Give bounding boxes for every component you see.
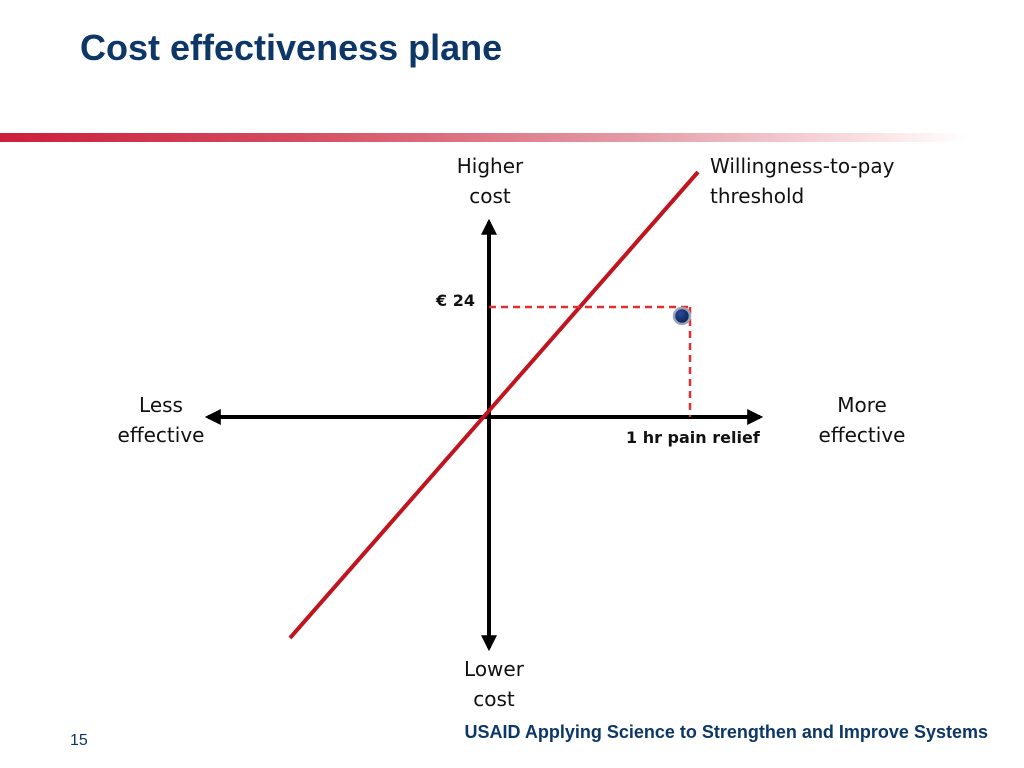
threshold-label-line-1: Willingness-to-pay <box>710 154 895 178</box>
y-axis-top-line-2: cost <box>469 184 511 208</box>
y-axis-bottom-label: Lower cost <box>444 654 544 714</box>
threshold-line <box>288 170 700 640</box>
intervention-point <box>672 306 692 326</box>
cost-marker-label: € 24 <box>436 291 475 310</box>
effect-marker-label: 1 hr pain relief <box>626 428 760 447</box>
threshold-label: Willingness-to-pay threshold <box>710 151 894 211</box>
title-divider <box>0 133 968 142</box>
x-axis-left-line-2: effective <box>117 423 205 447</box>
x-axis-left-label: Less effective <box>106 390 216 450</box>
x-axis-left-line-1: Less <box>139 393 183 417</box>
y-axis-top-label: Higher cost <box>440 151 540 211</box>
page-title: Cost effectiveness plane <box>80 27 503 68</box>
threshold-label-line-2: threshold <box>710 184 805 208</box>
x-axis-right-line-2: effective <box>818 423 906 447</box>
y-axis-bottom-line-1: Lower <box>464 657 524 681</box>
footer-text: USAID Applying Science to Strengthen and… <box>464 722 988 742</box>
page-number: 15 <box>70 732 88 749</box>
x-axis-right-line-1: More <box>837 393 887 417</box>
y-axis-top-line-1: Higher <box>456 154 524 178</box>
x-axis-right-label: More effective <box>806 390 918 450</box>
y-axis-bottom-line-2: cost <box>473 687 515 711</box>
